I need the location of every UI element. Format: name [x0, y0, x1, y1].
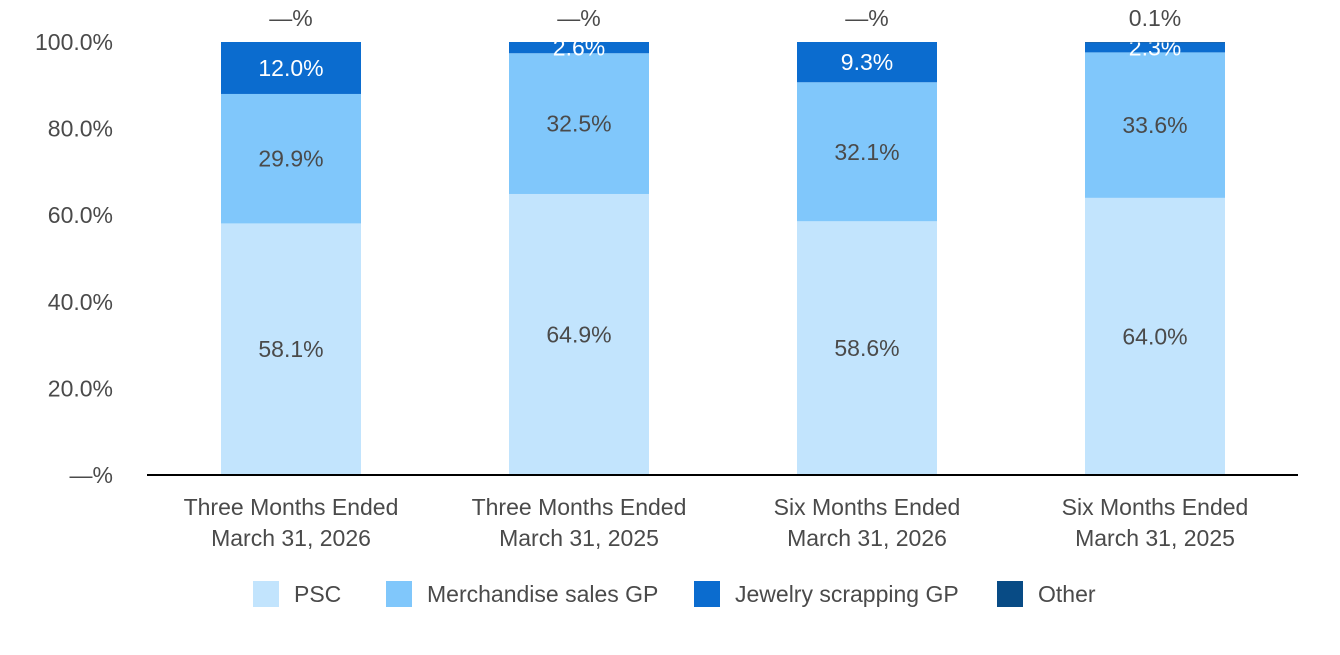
y-tick-label: 20.0%: [48, 375, 113, 401]
legend-label: Merchandise sales GP: [427, 581, 658, 607]
bar-stack: 64.9% 32.5% 2.6% —%: [509, 5, 649, 475]
x-axis: Three Months Ended March 31, 2026 Three Mo…: [184, 494, 1249, 551]
legend-item: PSC: [253, 581, 341, 607]
data-label: 58.6%: [834, 335, 899, 361]
data-label: 64.0%: [1122, 323, 1187, 349]
legend: PSC Merchandise sales GP Jewelry scrapping…: [253, 581, 1096, 607]
data-label: 2.3%: [1129, 34, 1181, 60]
x-category-label: Six Months Ended: [774, 494, 961, 520]
data-label: 2.6%: [553, 35, 605, 61]
data-label: 33.6%: [1122, 112, 1187, 138]
x-category-label: Three Months Ended: [472, 494, 687, 520]
data-label: 32.1%: [834, 139, 899, 165]
x-category-label: March 31, 2026: [787, 525, 947, 551]
x-category-label: March 31, 2025: [1075, 525, 1235, 551]
x-category-label: Six Months Ended: [1062, 494, 1249, 520]
legend-swatch: [253, 581, 279, 607]
legend-label: Jewelry scrapping GP: [735, 581, 959, 607]
legend-swatch: [997, 581, 1023, 607]
data-label: —%: [269, 5, 312, 31]
x-category-label: Three Months Ended: [184, 494, 399, 520]
y-tick-label: 80.0%: [48, 116, 113, 142]
data-label: —%: [845, 5, 888, 31]
bar-stack: 58.1% 29.9% 12.0% —%: [221, 5, 361, 475]
y-tick-label: 100.0%: [35, 29, 113, 55]
data-label: 32.5%: [546, 111, 611, 137]
y-tick-label: 60.0%: [48, 202, 113, 228]
x-category-label: March 31, 2025: [499, 525, 659, 551]
data-label: 29.9%: [258, 146, 323, 172]
y-tick-label: 40.0%: [48, 289, 113, 315]
legend-swatch: [694, 581, 720, 607]
bar-stack: 64.0% 33.6% 2.3% 0.1%: [1085, 5, 1225, 475]
data-label: 64.9%: [546, 321, 611, 347]
data-label: 0.1%: [1129, 5, 1181, 31]
y-axis: —% 20.0% 40.0% 60.0% 80.0% 100.0%: [35, 29, 113, 488]
legend-label: PSC: [294, 581, 341, 607]
x-category-label: March 31, 2026: [211, 525, 371, 551]
legend-item: Jewelry scrapping GP: [694, 581, 959, 607]
legend-item: Merchandise sales GP: [386, 581, 658, 607]
legend-label: Other: [1038, 581, 1096, 607]
y-tick-label: —%: [70, 462, 113, 488]
legend-item: Other: [997, 581, 1096, 607]
data-label: 58.1%: [258, 336, 323, 362]
bar-stack: 58.6% 32.1% 9.3% —%: [797, 5, 937, 475]
data-label: 12.0%: [258, 55, 323, 81]
data-label: —%: [557, 5, 600, 31]
data-label: 9.3%: [841, 49, 893, 75]
bars: 58.1% 29.9% 12.0% —% 64.9% 32.5% 2.6% —% 58.6% 32…: [221, 5, 1225, 475]
legend-swatch: [386, 581, 412, 607]
